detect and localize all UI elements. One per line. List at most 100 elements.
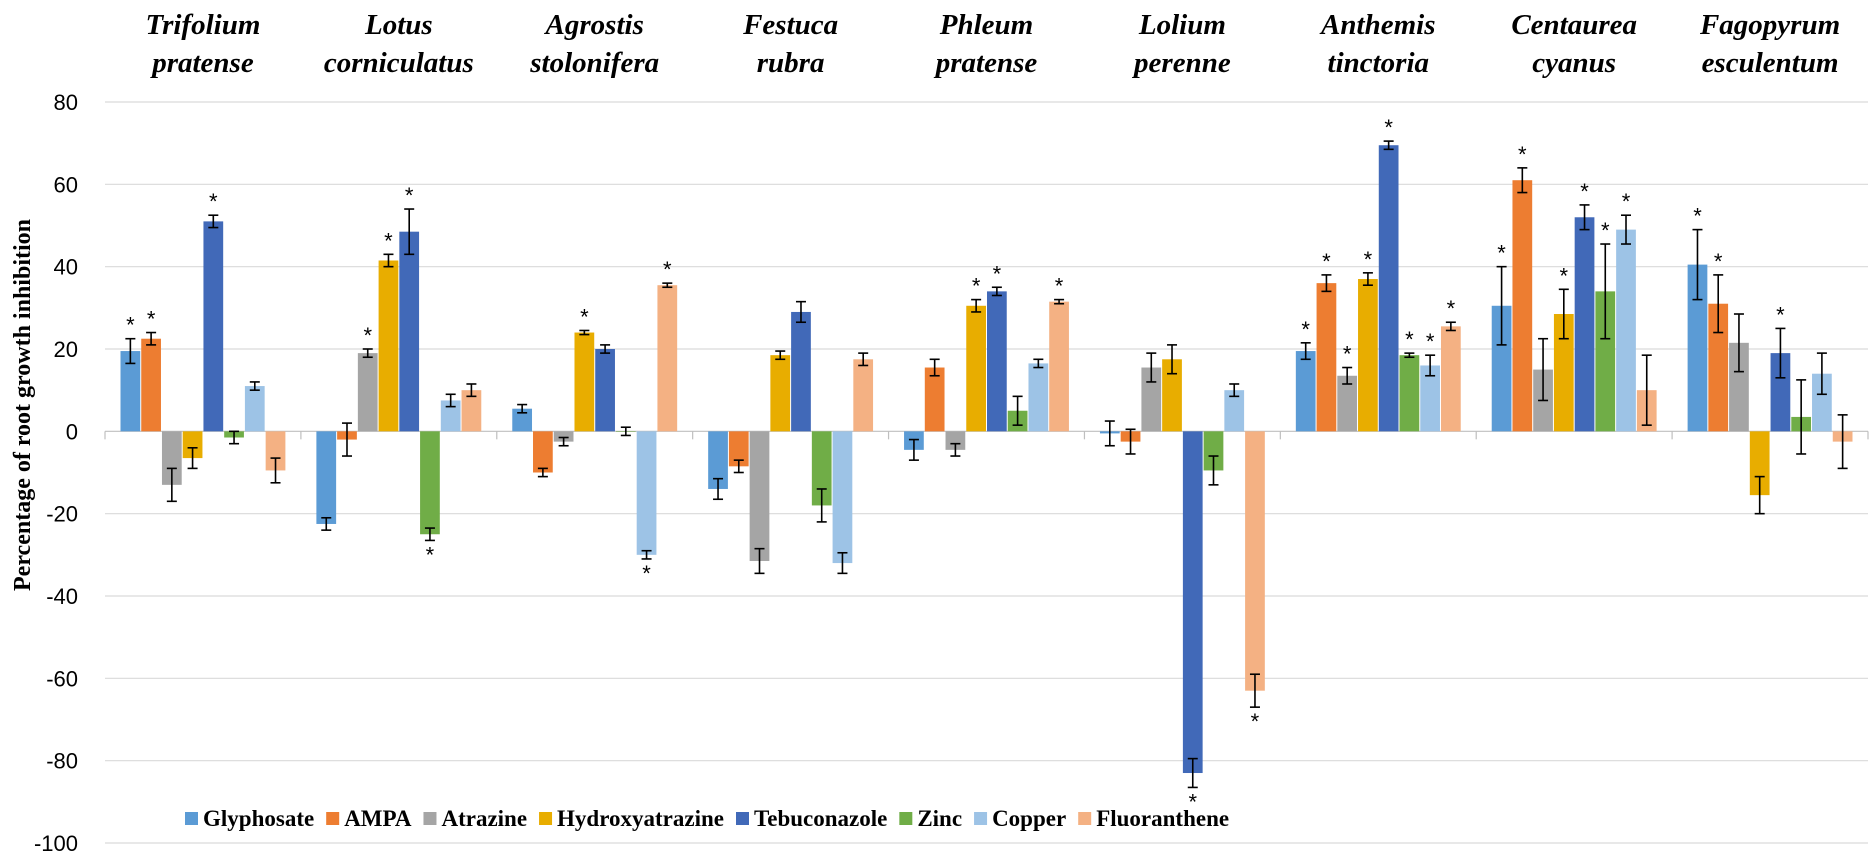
bar (636, 431, 657, 555)
bar (533, 431, 553, 473)
y-axis-label: Percentage of root growth inhibition (10, 219, 36, 591)
significance-marker: * (1343, 342, 1352, 367)
category-label: perenne (1131, 47, 1231, 79)
y-tick-label: -40 (46, 584, 78, 609)
bar (1512, 180, 1533, 432)
bar (141, 338, 161, 432)
legend-swatch (974, 812, 988, 825)
legend-swatch (899, 812, 913, 825)
significance-marker: * (1188, 789, 1197, 814)
category-label: Phleum (939, 9, 1033, 41)
bar (1553, 314, 1574, 432)
significance-marker: * (663, 257, 672, 282)
significance-marker: * (1364, 247, 1373, 272)
bar (440, 400, 461, 432)
bar (1812, 373, 1832, 432)
y-tick-label: -60 (46, 666, 78, 691)
bar (1049, 301, 1069, 432)
category-label: Trifolium (145, 9, 260, 41)
bar (399, 231, 420, 432)
significance-marker: * (1560, 263, 1569, 288)
category-label: Centaurea (1511, 9, 1637, 41)
significance-marker: * (405, 183, 414, 208)
bar (1316, 283, 1337, 432)
bar (770, 355, 791, 432)
bar (461, 390, 482, 432)
bar (924, 367, 945, 432)
legend-entry: Fluoranthene (1096, 806, 1229, 831)
bar (1770, 353, 1791, 432)
category-label: pratense (933, 47, 1038, 79)
bar (595, 349, 615, 432)
significance-marker: * (1693, 204, 1702, 229)
legend-entry: Hydroxyatrazine (557, 806, 724, 831)
legend: Glyphosate AMPA Atrazine Hydroxyatrazine Teb… (185, 806, 1229, 831)
y-tick-label: 40 (54, 255, 78, 280)
bar (244, 386, 265, 432)
significance-marker: * (1447, 296, 1456, 321)
significance-marker: * (363, 323, 372, 348)
bar (1028, 363, 1049, 432)
bar (966, 305, 986, 432)
legend-entry: Copper (992, 806, 1066, 831)
category-label: cyanus (1532, 47, 1616, 79)
significance-marker: * (1580, 179, 1589, 204)
bar (1616, 229, 1636, 432)
bar (1729, 342, 1749, 432)
bar (420, 431, 440, 535)
bar (1182, 431, 1203, 774)
category-label: Anthemis (1319, 9, 1435, 41)
bar (811, 431, 832, 506)
bar (357, 353, 378, 432)
significance-marker: * (1518, 142, 1527, 167)
y-tick-label: -80 (46, 749, 78, 774)
bar (574, 332, 595, 432)
legend-entry: Tebuconazole (754, 806, 887, 831)
bar (1295, 351, 1316, 432)
legend-swatch (423, 812, 437, 825)
y-tick-label: -100 (34, 831, 78, 856)
category-label: Agrostis (544, 9, 644, 41)
bar (1203, 431, 1224, 471)
category-label: Festuca (742, 9, 838, 41)
significance-marker: * (384, 228, 393, 253)
y-tick-labels: 80 60 40 20 0 -20 -40 -60 -80 -100 (34, 90, 78, 856)
bar (1574, 217, 1595, 432)
significance-marker: * (580, 304, 589, 329)
significance-markers: * * * * * * * * * * * * * * * * * * * * * * * * * * * * * * * * (126, 115, 1785, 814)
bar (203, 221, 224, 432)
bar (120, 351, 141, 432)
bar (749, 431, 770, 562)
bar (987, 291, 1007, 432)
significance-marker: * (147, 307, 156, 332)
category-label: Lolium (1138, 9, 1226, 41)
significance-marker: * (1251, 709, 1260, 734)
bar (1378, 145, 1399, 432)
significance-marker: * (1405, 327, 1414, 352)
significance-marker: * (1384, 115, 1393, 140)
significance-marker: * (1322, 249, 1331, 274)
significance-marker: * (209, 189, 218, 214)
bar (512, 408, 533, 432)
bar (945, 431, 966, 450)
bar (182, 431, 203, 459)
bar (1141, 367, 1162, 432)
legend-entry: AMPA (344, 806, 412, 831)
legend-entry: Zinc (917, 806, 962, 831)
bar (161, 431, 182, 485)
bar (832, 431, 853, 564)
bar (1440, 326, 1461, 432)
significance-marker: * (1776, 302, 1785, 327)
y-tick-label: 0 (66, 419, 78, 444)
significance-marker: * (126, 313, 135, 338)
significance-marker: * (1426, 329, 1435, 354)
bar (1687, 264, 1708, 432)
significance-marker: * (426, 542, 435, 567)
category-label: rubra (757, 47, 825, 79)
legend-entry: Atrazine (441, 806, 527, 831)
bar (708, 431, 728, 489)
bar (1595, 291, 1616, 432)
significance-marker: * (1714, 249, 1723, 274)
bar (853, 359, 874, 432)
bar (1420, 365, 1440, 432)
